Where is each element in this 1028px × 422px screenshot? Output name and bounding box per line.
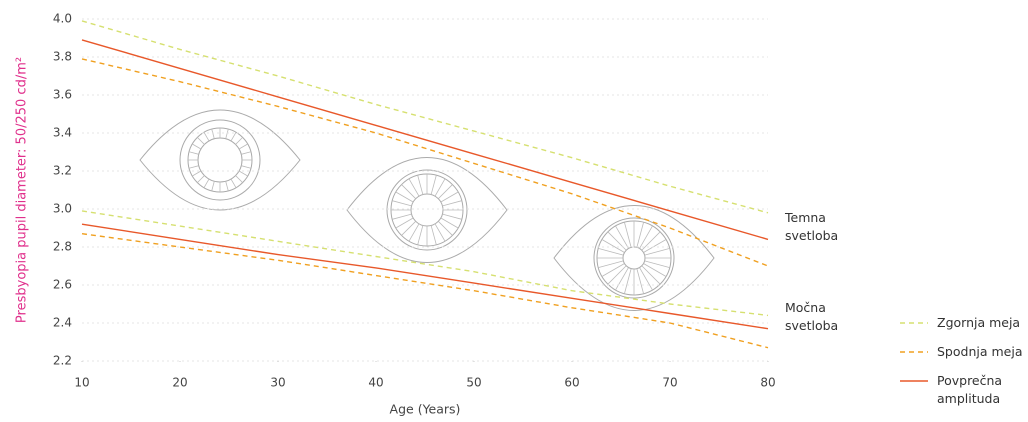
- legend-label: Zgornja meja: [937, 314, 1027, 332]
- x-tick-label: 30: [270, 376, 285, 390]
- iris-ray: [418, 225, 423, 244]
- iris-ray: [197, 176, 204, 183]
- iris-ray: [241, 166, 251, 169]
- y-tick-label: 4.0: [53, 12, 72, 26]
- iris-ray: [236, 137, 243, 144]
- iris-ray: [226, 181, 229, 191]
- x-tick-label: 10: [74, 376, 89, 390]
- iris-ray: [204, 132, 209, 141]
- y-tick-label: 2.6: [53, 278, 72, 292]
- iris-ray: [226, 129, 229, 139]
- legend-label: Povprečna amplituda: [937, 372, 1027, 408]
- y-axis-label: Presbyopia pupil diameter: 50/250 cd/m²: [15, 57, 30, 323]
- y-tick-label: 2.4: [53, 316, 72, 330]
- iris-ray: [642, 266, 660, 284]
- y-tick-label: 3.2: [53, 164, 72, 178]
- iris-ray: [608, 266, 626, 284]
- iris-ray: [204, 179, 209, 188]
- iris-ray: [189, 166, 199, 169]
- series-line: [82, 40, 768, 240]
- iris-ray: [231, 179, 236, 188]
- iris-ray: [212, 129, 215, 139]
- x-axis-label: Age (Years): [390, 402, 461, 417]
- iris-ray: [192, 144, 201, 149]
- chart: Presbyopia pupil diameter: 50/250 cd/m² …: [0, 0, 1028, 422]
- page: Presbyopia pupil diameter: 50/250 cd/m² …: [0, 0, 1028, 422]
- x-tick-label: 40: [368, 376, 383, 390]
- y-tick-label: 3.4: [53, 126, 72, 140]
- iris-ray: [392, 214, 411, 219]
- y-tick-label: 2.8: [53, 240, 72, 254]
- group-label: Močna svetloba: [785, 299, 845, 335]
- x-tick-label: 50: [466, 376, 481, 390]
- iris-ray: [212, 181, 215, 191]
- iris-ray: [239, 144, 248, 149]
- series-line: [82, 234, 768, 348]
- iris-ray: [442, 201, 461, 206]
- x-tick-label: 60: [564, 376, 579, 390]
- x-tick-label: 80: [760, 376, 775, 390]
- group-label: Temna svetloba: [785, 209, 845, 245]
- iris-ray: [192, 171, 201, 176]
- iris-ray: [442, 214, 461, 219]
- iris-ray: [189, 152, 199, 155]
- iris-ray: [392, 201, 411, 206]
- iris-ray: [418, 175, 423, 194]
- y-tick-label: 3.0: [53, 202, 72, 216]
- x-tick-label: 20: [172, 376, 187, 390]
- y-tick-label: 3.8: [53, 50, 72, 64]
- iris-ray: [239, 171, 248, 176]
- series-line: [82, 59, 768, 266]
- iris-ray: [231, 132, 236, 141]
- iris-ray: [431, 225, 436, 244]
- series-line: [82, 21, 768, 213]
- iris-ray: [431, 175, 436, 194]
- y-tick-label: 3.6: [53, 88, 72, 102]
- y-tick-label: 2.2: [53, 354, 72, 368]
- x-tick-label: 70: [662, 376, 677, 390]
- iris-ray: [197, 137, 204, 144]
- iris-ray: [236, 176, 243, 183]
- iris-ray: [241, 152, 251, 155]
- legend-label: Spodnja meja: [937, 343, 1027, 361]
